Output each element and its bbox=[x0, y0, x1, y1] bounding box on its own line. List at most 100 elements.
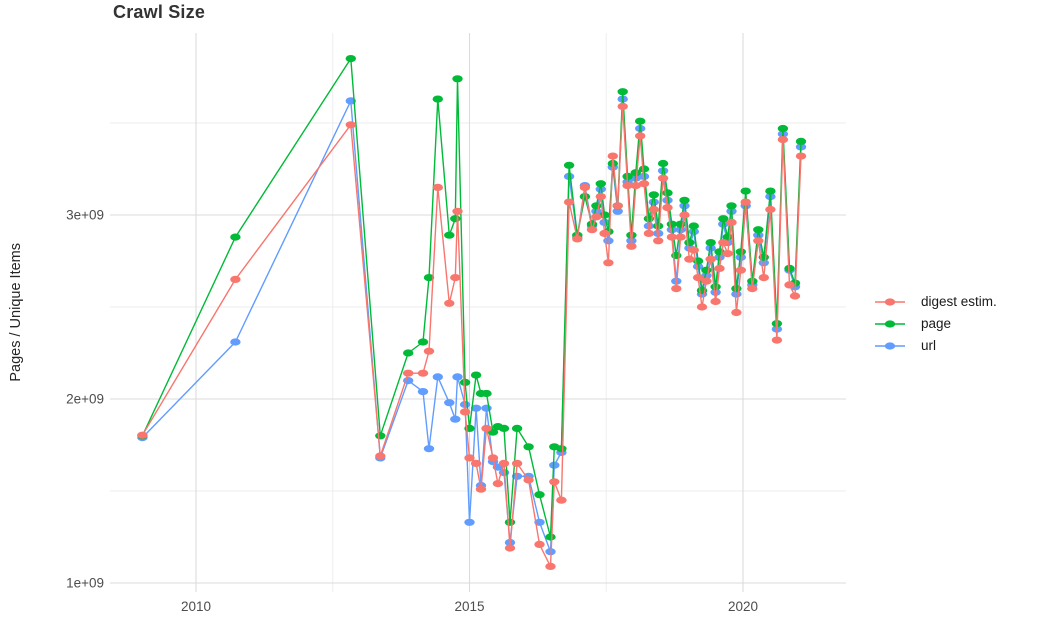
data-point-digest-estim bbox=[603, 259, 614, 267]
data-point-digest-estim bbox=[534, 540, 545, 549]
data-point-digest-estim bbox=[626, 242, 637, 250]
data-point-digest-estim bbox=[622, 182, 633, 190]
legend-label-digest-estim: digest estim. bbox=[921, 294, 997, 309]
data-point-page bbox=[444, 231, 455, 239]
data-point-page bbox=[735, 248, 746, 256]
data-point-digest-estim bbox=[607, 152, 618, 160]
data-point-url bbox=[511, 472, 523, 480]
data-point-digest-estim bbox=[653, 237, 664, 245]
data-point-digest-estim bbox=[549, 478, 560, 486]
data-point-digest-estim bbox=[747, 285, 758, 293]
data-point-digest-estim bbox=[432, 183, 443, 191]
data-point-page bbox=[563, 161, 575, 169]
data-point-digest-estim bbox=[612, 202, 623, 210]
data-point-digest-estim bbox=[572, 235, 583, 243]
data-point-page bbox=[718, 215, 729, 223]
data-point-digest-estim bbox=[758, 274, 769, 282]
data-point-url bbox=[701, 272, 712, 280]
data-point-page bbox=[403, 349, 414, 357]
data-point-page bbox=[345, 55, 356, 63]
data-point-page bbox=[679, 196, 690, 204]
data-point-digest-estim bbox=[666, 233, 678, 241]
data-point-digest-estim bbox=[679, 211, 690, 219]
data-point-digest-estim bbox=[740, 198, 751, 206]
x-tick-label: 2015 bbox=[454, 599, 484, 614]
data-point-page bbox=[765, 187, 776, 195]
y-tick-label: 2e+09 bbox=[66, 392, 104, 407]
data-point-page bbox=[595, 180, 606, 188]
data-point-url bbox=[444, 399, 455, 407]
data-point-digest-estim bbox=[137, 431, 148, 439]
data-point-page bbox=[635, 117, 646, 125]
data-point-digest-estim bbox=[545, 562, 556, 571]
data-point-page bbox=[481, 389, 492, 398]
data-point-page bbox=[556, 445, 567, 453]
data-point-page bbox=[638, 165, 650, 173]
data-point-page bbox=[701, 266, 712, 274]
legend: digest estim. page url bbox=[874, 293, 997, 354]
data-point-digest-estim bbox=[638, 180, 650, 188]
data-point-url bbox=[662, 196, 673, 204]
data-point-digest-estim bbox=[753, 237, 764, 245]
data-point-page bbox=[579, 193, 591, 201]
data-point-digest-estim bbox=[696, 303, 708, 311]
data-point-url bbox=[464, 518, 475, 526]
data-point-digest-estim bbox=[591, 213, 602, 221]
data-point-page bbox=[684, 239, 695, 247]
data-point-page bbox=[648, 191, 659, 199]
data-point-url bbox=[432, 373, 443, 381]
data-point-digest-estim bbox=[795, 152, 807, 160]
data-point-digest-estim bbox=[701, 277, 712, 285]
data-point-page bbox=[417, 338, 429, 346]
data-point-page bbox=[688, 222, 699, 230]
legend-key-digest-line-dot-icon bbox=[875, 297, 905, 306]
legend-item-page: page bbox=[874, 315, 997, 332]
data-point-digest-estim bbox=[452, 207, 463, 215]
data-point-page bbox=[657, 159, 669, 168]
data-point-digest-estim bbox=[230, 275, 241, 283]
data-point-digest-estim bbox=[771, 336, 783, 344]
data-point-page bbox=[630, 169, 641, 177]
data-point-digest-estim bbox=[556, 496, 567, 504]
legend-key-page-line-dot-icon bbox=[875, 319, 905, 328]
y-tick-label: 1e+09 bbox=[66, 576, 104, 591]
data-point-page bbox=[617, 88, 628, 96]
data-point-digest-estim bbox=[722, 250, 733, 258]
series-line-page bbox=[141, 57, 802, 538]
data-point-page bbox=[375, 432, 386, 440]
data-point-page bbox=[662, 189, 673, 197]
data-point-digest-estim bbox=[523, 476, 534, 484]
legend-item-digest-estim: digest estim. bbox=[874, 293, 997, 310]
legend-key-url-line-dot-icon bbox=[875, 341, 905, 350]
data-point-digest-estim bbox=[662, 204, 673, 212]
data-point-digest-estim bbox=[498, 459, 510, 467]
data-point-digest-estim bbox=[710, 297, 721, 306]
data-point-digest-estim bbox=[586, 226, 598, 234]
data-point-page bbox=[423, 274, 435, 282]
data-point-page bbox=[523, 443, 534, 451]
data-point-digest-estim bbox=[487, 454, 499, 462]
data-point-digest-estim bbox=[511, 459, 523, 467]
data-point-url bbox=[591, 207, 602, 215]
y-tick-label: 3e+09 bbox=[66, 208, 104, 223]
data-point-url bbox=[549, 461, 560, 469]
data-point-digest-estim bbox=[403, 369, 414, 377]
data-point-digest-estim bbox=[714, 264, 725, 272]
data-point-page bbox=[726, 202, 737, 210]
data-point-url bbox=[534, 518, 545, 526]
data-point-page bbox=[784, 264, 795, 272]
data-point-digest-estim bbox=[470, 459, 482, 467]
data-point-page bbox=[450, 215, 461, 223]
data-point-url bbox=[648, 198, 659, 206]
data-point-page bbox=[504, 518, 516, 526]
data-point-page bbox=[459, 378, 471, 386]
data-point-digest-estim bbox=[718, 239, 729, 247]
data-point-digest-estim bbox=[630, 182, 641, 190]
data-point-digest-estim bbox=[450, 274, 461, 282]
data-point-digest-estim bbox=[684, 255, 695, 263]
data-point-page bbox=[511, 424, 523, 432]
data-point-digest-estim bbox=[464, 454, 475, 462]
data-point-digest-estim bbox=[648, 205, 659, 214]
data-point-page bbox=[470, 371, 482, 379]
